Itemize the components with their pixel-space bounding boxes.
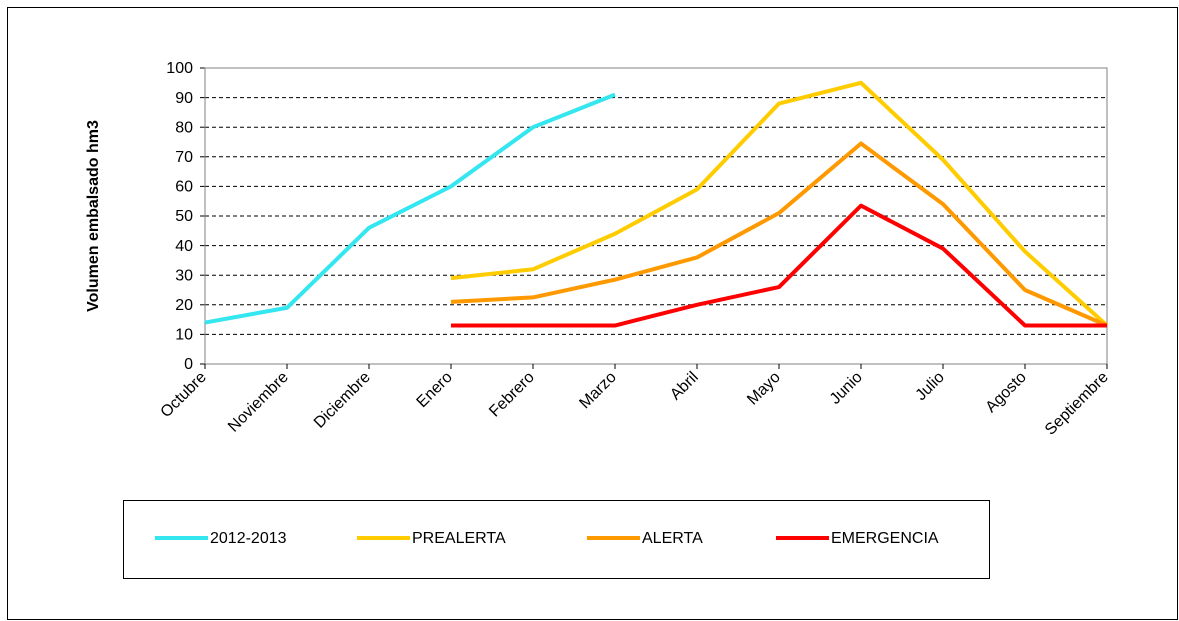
- legend-label: 2012-2013: [210, 530, 287, 547]
- y-tick-label: 30: [175, 267, 193, 284]
- series-line: [204, 92, 616, 325]
- y-tick-label: 10: [175, 327, 193, 344]
- y-tick-label: 80: [175, 119, 193, 136]
- y-tick-label: 60: [175, 179, 193, 196]
- series-line: [450, 80, 1109, 328]
- legend-label: EMERGENCIA: [831, 530, 939, 547]
- legend-box: [123, 500, 990, 579]
- series-line: [450, 141, 1108, 328]
- y-tick-label: 50: [175, 208, 193, 225]
- series-line: [451, 203, 1107, 328]
- y-tick-label: 20: [175, 297, 193, 314]
- y-tick-label: 0: [184, 356, 193, 373]
- y-tick-label: 100: [166, 60, 193, 77]
- legend-label: PREALERTA: [412, 530, 506, 547]
- y-tick-label: 90: [175, 90, 193, 107]
- y-tick-label: 70: [175, 149, 193, 166]
- legend-label: ALERTA: [642, 530, 703, 547]
- plot-area: [204, 67, 1108, 365]
- y-axis-label: Volumen embalsado hm3: [85, 120, 102, 312]
- y-tick-label: 40: [175, 238, 193, 255]
